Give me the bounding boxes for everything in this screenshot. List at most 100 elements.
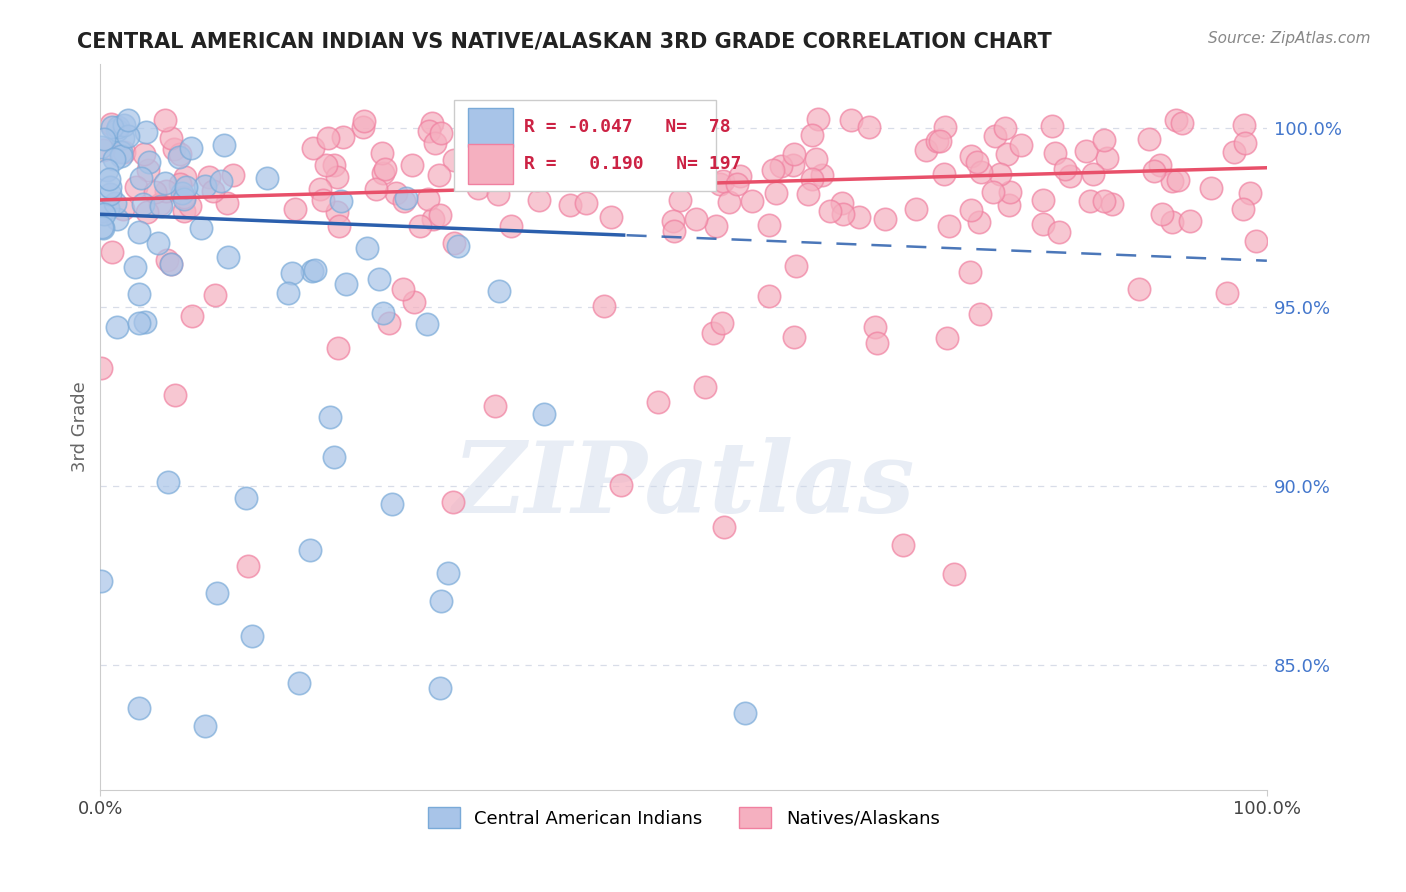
Y-axis label: 3rd Grade: 3rd Grade [72,382,89,473]
Point [704,219,727,234]
Point [447,239,470,253]
Point [429,681,451,695]
Point [934,120,956,135]
Point [190,221,212,235]
Point [97,172,120,186]
Point [212,138,235,153]
Point [404,295,426,310]
Point [486,187,509,202]
Point [98,186,121,201]
Point [110,149,132,163]
Point [1040,119,1063,133]
Point [858,120,880,134]
Point [319,410,342,425]
Point [370,146,392,161]
Point [205,586,228,600]
FancyBboxPatch shape [454,101,716,191]
Point [591,153,613,167]
Point [326,205,349,219]
Point [969,306,991,320]
Point [693,380,716,394]
Point [1223,145,1246,159]
Point [149,197,172,211]
Point [966,154,988,169]
Point [1059,169,1081,183]
Point [676,143,699,157]
Point [356,241,378,255]
Point [1161,215,1184,229]
Point [128,316,150,330]
Point [100,120,122,134]
Point [558,198,581,212]
Point [765,186,787,200]
Point [416,317,439,331]
Point [831,207,853,221]
Point [93,132,115,146]
Text: R =   0.190   N= 197: R = 0.190 N= 197 [524,155,741,173]
Point [301,264,323,278]
Point [180,140,202,154]
Point [138,154,160,169]
Point [110,145,132,159]
Point [1161,174,1184,188]
Point [932,168,955,182]
Point [111,131,134,145]
Point [136,163,159,178]
Point [1233,118,1256,132]
Point [1076,145,1098,159]
Point [1199,181,1222,195]
Point [959,203,981,218]
Point [96,163,118,178]
Point [179,199,201,213]
Point [240,629,263,643]
Point [848,211,870,225]
Point [132,196,155,211]
Point [429,208,451,222]
Point [332,129,354,144]
Point [128,701,150,715]
Point [995,146,1018,161]
Point [103,152,125,166]
Point [194,718,217,732]
Point [437,566,460,581]
Point [131,171,153,186]
Point [1078,194,1101,208]
Point [967,215,990,229]
Point [662,213,685,227]
Point [180,309,202,323]
Point [998,198,1021,212]
Point [654,166,676,180]
Point [330,194,353,209]
Point [90,574,112,588]
Point [592,299,614,313]
Point [423,136,446,150]
Point [107,120,129,134]
Point [810,168,832,182]
Point [1244,234,1267,248]
Point [401,158,423,172]
Point [100,117,122,131]
Point [93,143,115,157]
Point [1171,116,1194,130]
Point [1167,173,1189,187]
Point [461,114,484,128]
Point [136,204,159,219]
Point [441,495,464,509]
Point [173,169,195,184]
Point [935,331,957,345]
Point [800,172,823,186]
Point [685,212,707,227]
Point [155,185,177,199]
Point [1178,213,1201,227]
Point [335,277,357,291]
Point [1045,145,1067,160]
Point [378,316,401,330]
Point [112,202,135,216]
Point [785,259,807,273]
Point [277,286,299,301]
Point [839,113,862,128]
Point [804,152,827,166]
Point [873,211,896,226]
Point [90,139,112,153]
Point [373,306,395,320]
